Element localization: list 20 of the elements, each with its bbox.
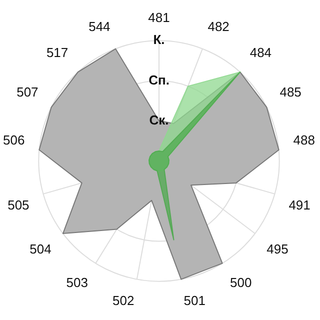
y-tick-label: Сп.: [148, 72, 170, 88]
spoke-label: 484: [250, 45, 272, 60]
y-tick-label: Ск.: [149, 112, 169, 128]
spoke-label: 504: [30, 242, 52, 257]
y-tick-label: К.: [153, 32, 165, 48]
spoke-label: 482: [208, 19, 230, 34]
spoke-label: 507: [16, 84, 38, 100]
spoke-label: 491: [288, 197, 310, 212]
spoke-label: 485: [280, 84, 302, 100]
spoke-label: 502: [112, 292, 134, 308]
spoke-label: 506: [3, 132, 25, 148]
spoke-label: 500: [230, 275, 252, 290]
spoke-label: 481: [148, 10, 170, 25]
spoke-label: 495: [266, 242, 288, 257]
spoke-label: 488: [293, 132, 315, 148]
spoke-label: 503: [66, 275, 88, 290]
spoke-label: 544: [88, 19, 110, 34]
spoke-label: 501: [184, 292, 206, 308]
spoke-label: 505: [8, 197, 30, 212]
spoke-label: 517: [46, 45, 68, 60]
